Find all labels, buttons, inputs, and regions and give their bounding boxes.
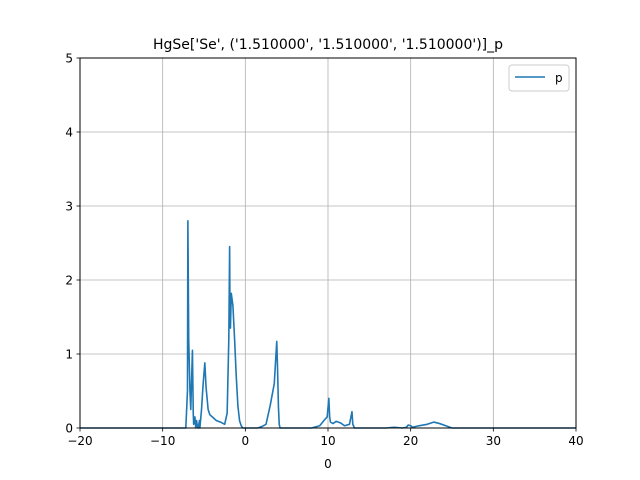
x-tick-label: −10: [150, 434, 175, 448]
chart-title: HgSe['Se', ('1.510000', '1.510000', '1.5…: [153, 37, 503, 53]
x-tick-label: 0: [242, 434, 250, 448]
x-tick-label: 10: [320, 434, 335, 448]
y-tick-label: 1: [65, 348, 73, 362]
x-tick-label: 30: [486, 434, 501, 448]
y-tick-label: 2: [65, 274, 73, 288]
y-tick-label: 0: [65, 422, 73, 436]
y-tick-label: 5: [65, 52, 73, 66]
y-axis-ticks: 0 1 2 3 4 5: [65, 52, 80, 436]
legend-label-p: p: [555, 71, 563, 85]
y-tick-label: 4: [65, 126, 73, 140]
x-tick-label: 20: [403, 434, 418, 448]
y-tick-label: 3: [65, 200, 73, 214]
x-tick-label: 40: [568, 434, 583, 448]
x-tick-label: −20: [67, 434, 92, 448]
x-axis-label: 0: [324, 457, 332, 471]
x-axis-ticks: −20 −10 0 10 20 30 40: [67, 428, 584, 448]
legend: p: [508, 64, 570, 92]
legend-box: [508, 64, 570, 92]
